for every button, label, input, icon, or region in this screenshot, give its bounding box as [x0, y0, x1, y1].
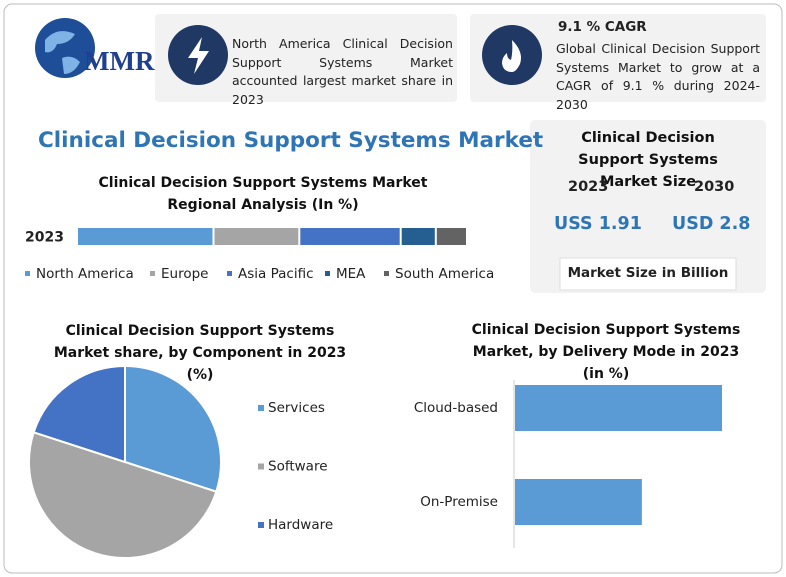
legend-marker	[258, 522, 264, 528]
bar-segment	[300, 228, 400, 245]
chart-title: Clinical Decision Support Systems Market…	[98, 175, 428, 213]
category-label: On-Premise	[420, 494, 498, 510]
size-note-box	[559, 257, 737, 291]
legend-marker	[325, 271, 330, 276]
highlight-text: North America Clinical Decision Support …	[232, 36, 453, 107]
bar	[515, 479, 642, 525]
legend-label: Asia Pacific	[238, 266, 314, 282]
legend-marker	[25, 271, 30, 276]
pie-slice	[32, 364, 126, 464]
bar	[515, 385, 722, 431]
size-note: Market Size in Billion	[567, 265, 729, 281]
highlight-title: 9.1 % CAGR	[558, 19, 647, 35]
legend-label: Services	[268, 400, 325, 416]
logo-land	[45, 31, 80, 74]
pie-slice	[28, 431, 218, 559]
frame	[3, 3, 783, 574]
highlight-text: Global Clinical Decision Support Systems…	[556, 41, 760, 112]
legend-label: North America	[36, 266, 134, 282]
logo-globe	[35, 18, 95, 78]
size-year: 2030	[694, 179, 735, 195]
legend-marker	[384, 271, 389, 276]
bar-segment	[78, 228, 213, 245]
legend-marker	[150, 271, 155, 276]
bar-segment	[214, 228, 299, 245]
size-title: Clinical Decision Support Systems Market…	[578, 130, 718, 190]
pie-slice	[124, 364, 222, 493]
legend-label: MEA	[336, 266, 366, 282]
size-value: USD 2.8	[672, 214, 751, 234]
size-value: USS 1.91	[554, 214, 642, 234]
highlight-box	[470, 14, 766, 102]
legend-label: Hardware	[268, 517, 333, 533]
main-title: Clinical Decision Support Systems Market	[38, 128, 544, 153]
legend-marker	[227, 271, 232, 276]
bar-segment	[401, 228, 435, 245]
highlight-box	[155, 14, 457, 102]
bolt-icon	[188, 37, 209, 74]
legend-label: South America	[395, 266, 494, 282]
size-year: 2023	[568, 179, 609, 195]
bar-segment	[436, 228, 466, 245]
legend-label: Europe	[161, 266, 208, 282]
legend-marker	[258, 463, 264, 470]
legend-label: Software	[268, 459, 328, 475]
chart-title: Clinical Decision Support Systems Market…	[471, 322, 741, 382]
legend-marker	[258, 405, 264, 411]
chart-title: Clinical Decision Support Systems Market…	[53, 323, 347, 383]
flame-icon	[502, 40, 521, 72]
logo-text: MMR	[84, 46, 155, 76]
category-label: Cloud-based	[414, 400, 498, 416]
category-label: 2023	[25, 230, 64, 246]
size-box	[530, 120, 766, 293]
